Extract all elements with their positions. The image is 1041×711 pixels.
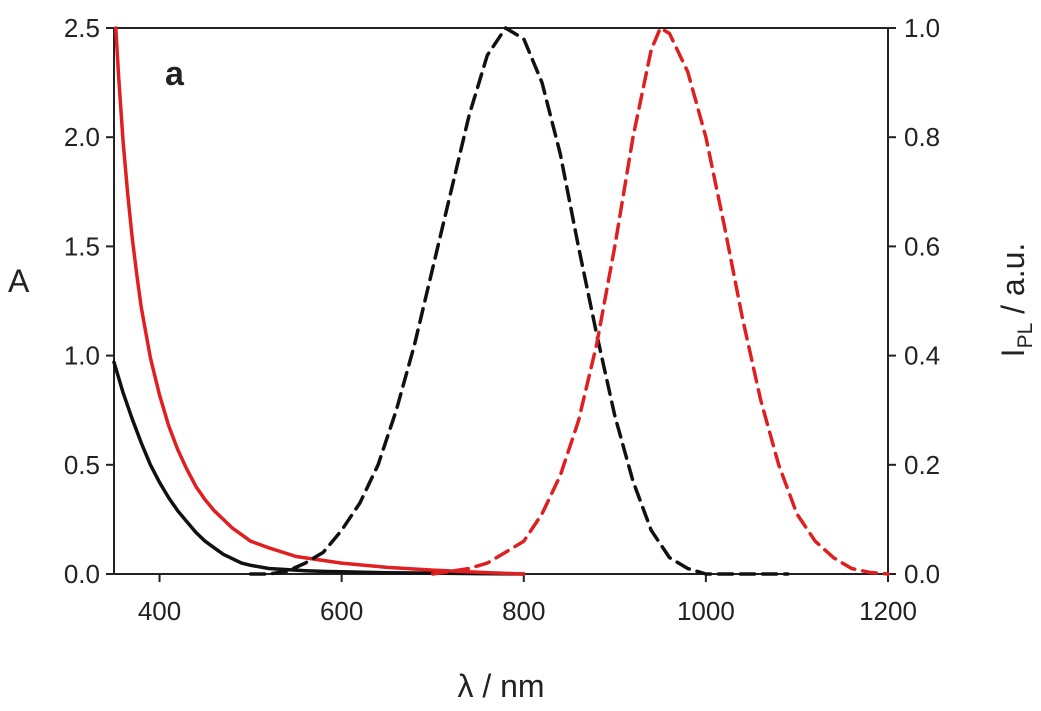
- right-axis-title-main: I: [995, 348, 1031, 357]
- series-absorbance-black: [112, 360, 526, 576]
- tick-labels: 400 600 800 1000 1200 0.0 0.5 1.0 1.5 2.0 2.5 0.0 0.…: [64, 13, 940, 626]
- y-right-tick-label-3: 0.6: [904, 231, 940, 261]
- x-axis-title: λ / nm: [457, 668, 544, 704]
- right-axis-title: IPL / a.u.: [995, 243, 1037, 358]
- y-left-tick-label-4: 2.0: [64, 122, 100, 152]
- y-left-tick-label-1: 0.5: [64, 450, 100, 480]
- series-pl-black: [248, 26, 790, 576]
- plot-frame: [113, 27, 889, 575]
- right-axis-title-rest: / a.u.: [995, 243, 1031, 323]
- x-tick-label-0: 400: [138, 596, 181, 626]
- y-left-tick-label-3: 1.5: [64, 231, 100, 261]
- y-left-tick-label-2: 1.0: [64, 341, 100, 371]
- y-left-tick-label-5: 2.5: [64, 13, 100, 43]
- right-axis-title-sub: PL: [1014, 323, 1037, 349]
- x-tick-label-2: 800: [502, 596, 545, 626]
- y-right-tick-label-1: 0.2: [904, 450, 940, 480]
- x-tick-label-4: 1200: [859, 596, 917, 626]
- series-layer: [112, 26, 890, 576]
- y-right-tick-label-5: 1.0: [904, 13, 940, 43]
- tick-marks: [106, 27, 896, 582]
- x-tick-label-1: 600: [320, 596, 363, 626]
- y-left-tick-label-0: 0.0: [64, 559, 100, 589]
- series-absorbance-red: [114, 26, 526, 576]
- y-right-tick-label-0: 0.0: [904, 559, 940, 589]
- x-tick-label-3: 1000: [677, 596, 735, 626]
- panel-label: a: [165, 55, 185, 93]
- y-right-tick-label-2: 0.4: [904, 341, 940, 371]
- series-pl-red: [430, 26, 890, 576]
- left-axis-title: A: [8, 263, 30, 299]
- y-right-tick-label-4: 0.8: [904, 122, 940, 152]
